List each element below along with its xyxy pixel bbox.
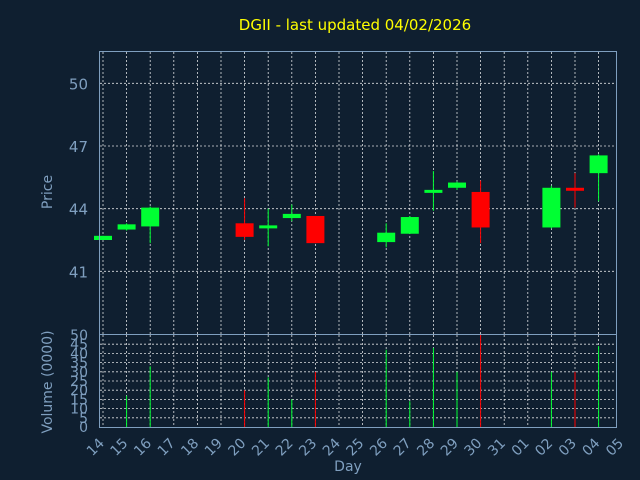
volume-tick-label: 10 <box>70 402 88 418</box>
volume-tick-label: 50 <box>70 328 88 344</box>
candle-body <box>424 189 443 193</box>
volume-tick-label: 15 <box>70 392 88 408</box>
price-axis-ticks: 50 47 44 41 <box>69 75 88 281</box>
volume-tick-label: 20 <box>70 383 88 399</box>
candle-body <box>471 191 490 228</box>
candle-body <box>117 224 136 230</box>
candle-body <box>542 187 561 228</box>
candle-body <box>235 223 254 237</box>
volume-tick-label: 45 <box>70 337 88 353</box>
volume-tick-label: 35 <box>70 356 88 372</box>
price-tick-label: 41 <box>69 263 88 281</box>
candle-body <box>141 207 160 227</box>
candle-body <box>448 182 466 188</box>
volume-tick-label: 30 <box>70 365 88 381</box>
price-tick-label: 44 <box>69 201 88 219</box>
candle-body <box>259 225 278 229</box>
volume-tick-label: 0 <box>79 420 88 436</box>
volume-tick-label: 5 <box>79 411 88 427</box>
volume-bars <box>126 335 600 427</box>
candle-body <box>589 155 608 174</box>
candle-body <box>94 235 112 240</box>
price-tick-label: 47 <box>69 138 88 156</box>
candle-body <box>306 215 325 244</box>
volume-panel-frame <box>99 334 617 428</box>
chart-title: DGII - last updated 04/02/2026 <box>239 16 471 34</box>
price-axis-label: Price <box>40 175 56 209</box>
x-axis-label: Day <box>334 459 362 475</box>
candle-body <box>400 217 419 234</box>
candle-body <box>377 232 396 243</box>
x-axis-ticks: 14 15 16 17 18 19 20 21 22 23 24 25 26 27 28 29 30 31 01 02… <box>84 435 627 459</box>
candle-body <box>566 187 584 191</box>
volume-tick-label: 25 <box>70 374 88 390</box>
candle-body <box>282 213 301 219</box>
price-tick-label: 50 <box>69 75 88 93</box>
price-candles <box>94 154 608 248</box>
volume-axis-label: Volume (0000) <box>40 330 56 433</box>
volume-tick-label: 40 <box>70 346 88 362</box>
